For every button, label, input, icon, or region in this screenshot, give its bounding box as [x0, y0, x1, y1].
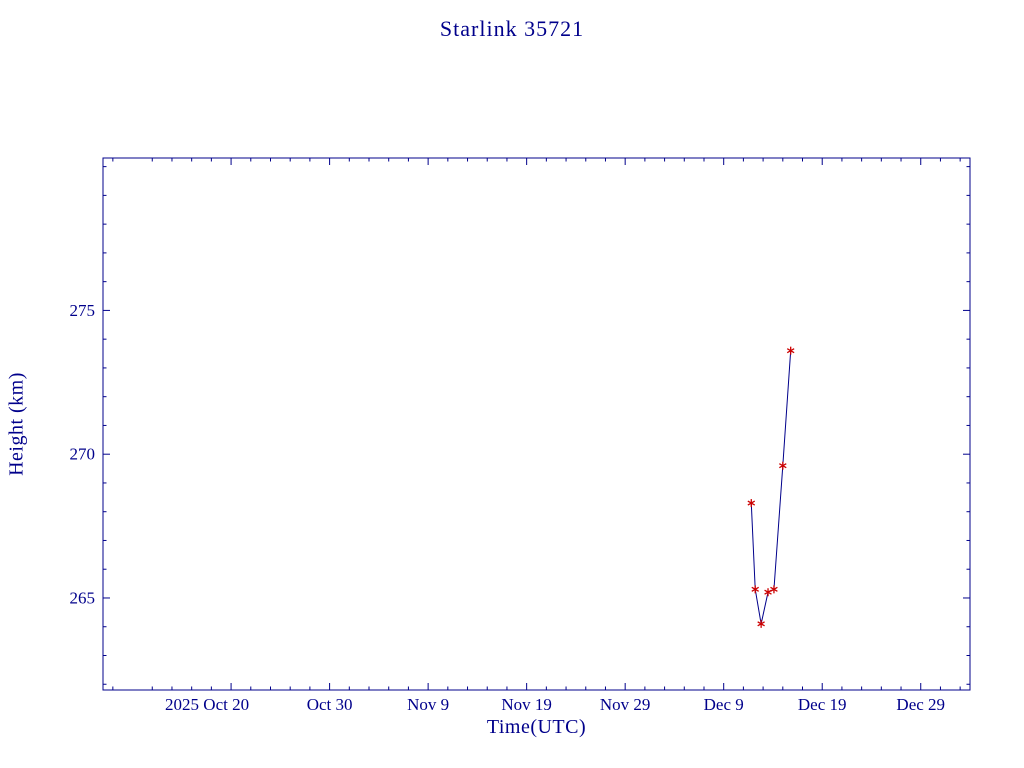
- data-point: [757, 621, 765, 627]
- x-tick-label: Nov 19: [501, 695, 552, 714]
- x-tick-label: Nov 9: [407, 695, 449, 714]
- x-tick-label: Oct 30: [307, 695, 353, 714]
- data-point: [779, 463, 787, 469]
- x-tick-label: Dec 29: [896, 695, 945, 714]
- axis-box: [102, 157, 971, 691]
- y-tick-label: 275: [70, 301, 96, 320]
- x-tick-label: Dec 9: [704, 695, 744, 714]
- x-tick-label: Dec 19: [798, 695, 847, 714]
- y-tick-label: 265: [70, 588, 96, 607]
- data-point: [751, 586, 760, 592]
- x-tick-label: Nov 29: [600, 695, 651, 714]
- x-axis-label: Time(UTC): [486, 716, 587, 738]
- x-tick-label: 2025 Oct 20: [165, 695, 249, 714]
- data-line: [750, 350, 792, 624]
- chart-title: Starlink 35721: [439, 16, 585, 41]
- y-tick-label: 270: [70, 445, 96, 464]
- data-point: [770, 586, 778, 592]
- data-point: [786, 348, 795, 354]
- data-point: [747, 500, 756, 506]
